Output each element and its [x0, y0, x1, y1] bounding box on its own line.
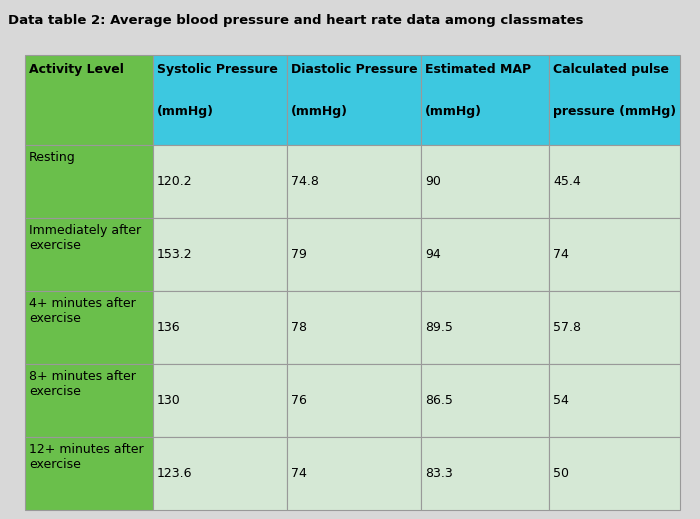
Text: 136: 136	[157, 321, 181, 334]
Bar	[287, 291, 421, 364]
Bar	[421, 145, 549, 218]
Text: 94: 94	[426, 248, 441, 261]
Bar	[549, 55, 680, 145]
Bar	[153, 291, 287, 364]
Bar	[549, 364, 680, 437]
Text: Resting: Resting	[29, 151, 76, 164]
Bar	[421, 364, 549, 437]
Bar	[25, 218, 153, 291]
Bar	[287, 218, 421, 291]
Text: 89.5: 89.5	[426, 321, 453, 334]
Text: pressure (mmHg): pressure (mmHg)	[553, 104, 676, 117]
Text: 54: 54	[553, 394, 569, 407]
Text: Estimated MAP: Estimated MAP	[426, 63, 531, 76]
Text: 74.8: 74.8	[291, 175, 319, 188]
Text: Diastolic Pressure: Diastolic Pressure	[291, 63, 418, 76]
Bar	[287, 145, 421, 218]
Text: (mmHg): (mmHg)	[157, 104, 214, 117]
Bar	[153, 145, 287, 218]
Text: 74: 74	[291, 467, 307, 480]
Bar	[549, 145, 680, 218]
Bar	[287, 55, 421, 145]
Bar	[153, 437, 287, 510]
Text: 74: 74	[553, 248, 569, 261]
Bar	[153, 364, 287, 437]
Text: Activity Level: Activity Level	[29, 63, 124, 76]
Text: 86.5: 86.5	[426, 394, 453, 407]
Bar	[549, 218, 680, 291]
Bar	[25, 55, 153, 145]
Text: 78: 78	[291, 321, 307, 334]
Text: 120.2: 120.2	[157, 175, 193, 188]
Text: Systolic Pressure: Systolic Pressure	[157, 63, 278, 76]
Bar	[421, 218, 549, 291]
Bar	[421, 291, 549, 364]
Bar	[421, 437, 549, 510]
Bar	[25, 145, 153, 218]
Bar	[287, 364, 421, 437]
Text: 76: 76	[291, 394, 307, 407]
Bar	[421, 55, 549, 145]
Text: 12+ minutes after
exercise: 12+ minutes after exercise	[29, 443, 144, 471]
Text: 57.8: 57.8	[553, 321, 581, 334]
Text: 4+ minutes after
exercise: 4+ minutes after exercise	[29, 297, 136, 325]
Bar	[549, 291, 680, 364]
Text: 123.6: 123.6	[157, 467, 193, 480]
Bar	[153, 218, 287, 291]
Text: (mmHg): (mmHg)	[291, 104, 348, 117]
Text: Data table 2: Average blood pressure and heart rate data among classmates: Data table 2: Average blood pressure and…	[8, 14, 584, 27]
Bar	[287, 437, 421, 510]
Text: 50: 50	[553, 467, 569, 480]
Text: 79: 79	[291, 248, 307, 261]
Text: (mmHg): (mmHg)	[426, 104, 482, 117]
Text: Calculated pulse: Calculated pulse	[553, 63, 669, 76]
Bar	[549, 437, 680, 510]
Text: 90: 90	[426, 175, 441, 188]
Bar	[25, 437, 153, 510]
Text: 8+ minutes after
exercise: 8+ minutes after exercise	[29, 370, 136, 398]
Text: Immediately after
exercise: Immediately after exercise	[29, 224, 141, 252]
Text: 130: 130	[157, 394, 181, 407]
Bar	[25, 291, 153, 364]
Text: 45.4: 45.4	[553, 175, 581, 188]
Text: 153.2: 153.2	[157, 248, 193, 261]
Bar	[153, 55, 287, 145]
Bar	[25, 364, 153, 437]
Text: 83.3: 83.3	[426, 467, 453, 480]
